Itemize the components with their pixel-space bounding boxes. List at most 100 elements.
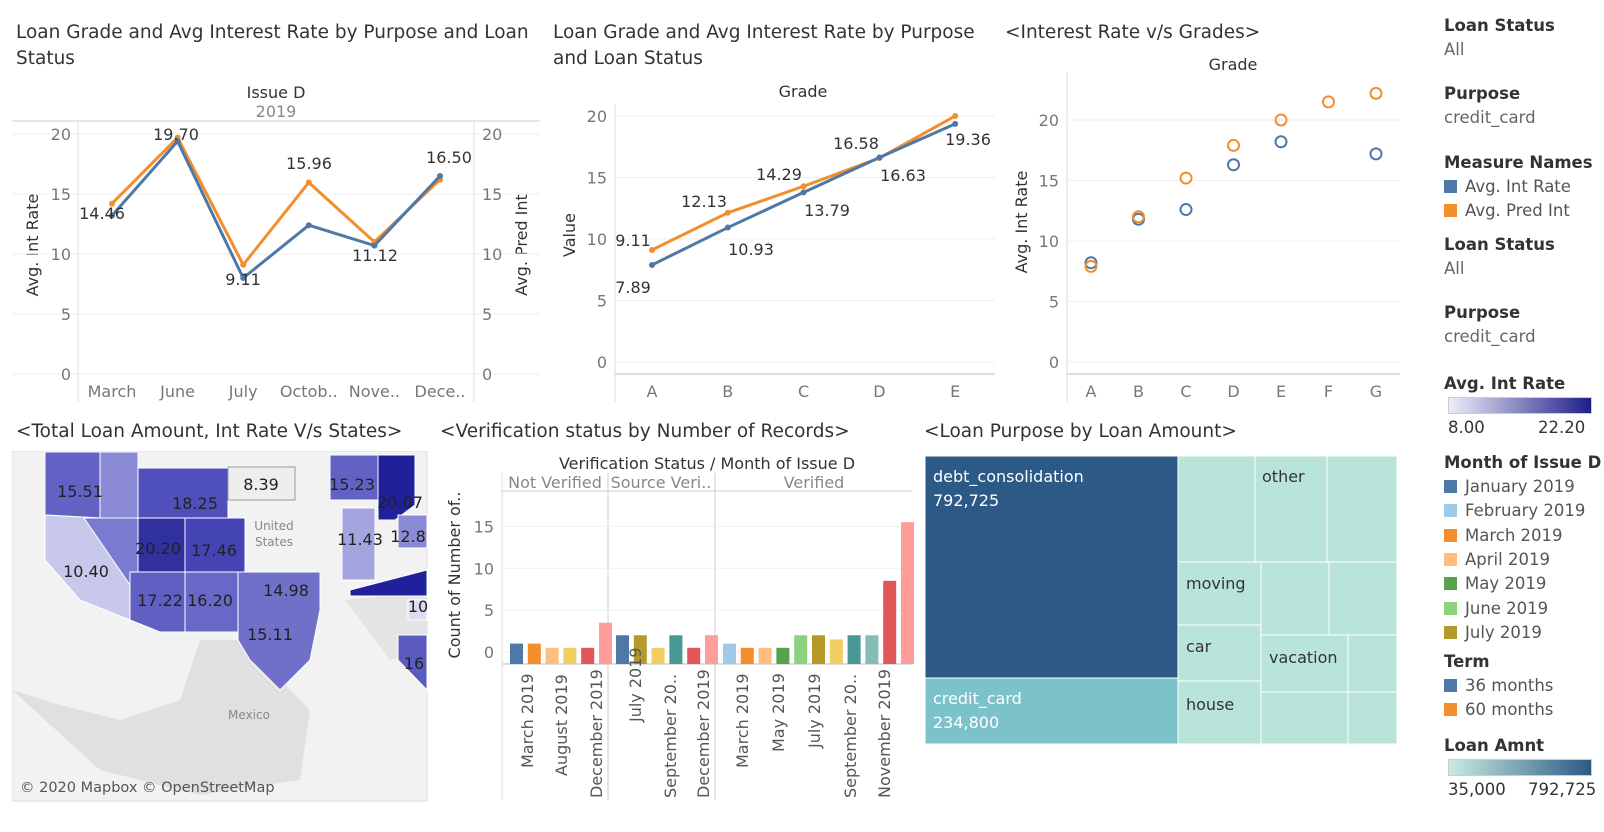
y-tick-label: 5 xyxy=(484,601,494,620)
bar xyxy=(651,647,665,664)
legend-item[interactable]: June 2019 xyxy=(1444,599,1548,618)
column-subheader: 2019 xyxy=(256,102,297,121)
scatter-point xyxy=(1132,210,1145,224)
state-north-carolina xyxy=(407,599,428,621)
y-tick-label: 5 xyxy=(597,292,607,311)
swatch xyxy=(1444,528,1457,542)
swatch xyxy=(1444,504,1457,518)
bar xyxy=(865,635,879,664)
series-line xyxy=(110,135,442,268)
treemap-tile[interactable] xyxy=(1254,455,1328,563)
treemap-tile[interactable] xyxy=(1177,561,1262,626)
bar xyxy=(812,635,825,664)
data-label: 16.63 xyxy=(880,166,926,185)
data-point xyxy=(240,275,247,281)
scatter-point xyxy=(1322,95,1335,109)
data-point xyxy=(876,154,883,161)
x-tick-label: November 2019 xyxy=(875,669,894,798)
data-point xyxy=(952,113,959,119)
x-tick-label: G xyxy=(1370,382,1382,401)
filter-label: Loan Status xyxy=(1444,16,1555,35)
filter-value[interactable]: All xyxy=(1444,40,1465,59)
treemap-tile[interactable] xyxy=(1347,691,1398,745)
panel4-title: <Total Loan Amount, Int Rate V/s States> xyxy=(16,421,403,442)
bar xyxy=(581,647,595,664)
y2-tick-label: 0 xyxy=(482,365,492,384)
x-tick-label: D xyxy=(873,382,885,401)
panel6-treemap[interactable]: debt_consolidation 792,725 credit_card 2… xyxy=(924,455,1398,747)
filter-value[interactable]: credit_card xyxy=(1444,327,1536,346)
x-tick-label: March xyxy=(88,382,137,401)
treemap-tile[interactable] xyxy=(1260,561,1330,636)
data-point xyxy=(371,242,378,249)
legend-label: June 2019 xyxy=(1465,598,1549,618)
treemap-tile[interactable] xyxy=(1328,561,1398,636)
bar xyxy=(847,635,861,664)
state-value: 8.39 xyxy=(243,475,279,494)
filter-label: Purpose xyxy=(1444,303,1521,322)
legend-label: April 2019 xyxy=(1465,549,1550,569)
panel6-title: <Loan Purpose by Loan Amount> xyxy=(924,421,1237,442)
swatch xyxy=(1444,552,1457,566)
legend-label: January 2019 xyxy=(1465,477,1575,496)
legend-item[interactable]: February 2019 xyxy=(1444,501,1585,520)
legend-item[interactable]: March 2019 xyxy=(1444,526,1563,545)
legend-item[interactable]: Avg. Pred Int xyxy=(1444,201,1570,220)
x-tick-label: July 2019 xyxy=(805,673,824,749)
x-tick-label: August 2019 xyxy=(552,674,571,776)
legend-label: February 2019 xyxy=(1465,501,1586,521)
column-header: Grade xyxy=(779,82,828,101)
panel5-title: <Verification status by Number of Record… xyxy=(440,421,850,442)
treemap-tile[interactable] xyxy=(924,455,1179,679)
filter-value[interactable]: All xyxy=(1444,259,1465,278)
column-header: Issue D xyxy=(247,83,306,102)
state-texas xyxy=(237,571,321,691)
bar xyxy=(687,647,701,664)
treemap-tile[interactable] xyxy=(1260,691,1349,745)
treemap-tile[interactable] xyxy=(1177,455,1256,563)
legend-item[interactable]: May 2019 xyxy=(1444,574,1546,593)
y-tick-label: 15 xyxy=(474,517,494,536)
state-value: 20.07 xyxy=(377,493,423,512)
data-label: 10.93 xyxy=(728,240,774,259)
x-tick-label: B xyxy=(1133,382,1144,401)
legend-item[interactable]: 36 months xyxy=(1444,676,1553,695)
data-point xyxy=(240,261,247,268)
legend-item[interactable]: Avg. Int Rate xyxy=(1444,177,1571,196)
panel1-chart: Issue D 2019 Avg. Int Rate Avg. Pred Int… xyxy=(12,83,540,402)
state-value: 15.23 xyxy=(329,475,375,494)
data-point xyxy=(800,183,807,190)
y-axis-label: Value xyxy=(560,213,579,257)
y-tick-label: 15 xyxy=(587,169,607,188)
treemap-tile[interactable] xyxy=(924,677,1179,745)
treemap-tile[interactable] xyxy=(1347,634,1398,693)
legend-title: Loan Amnt xyxy=(1444,736,1545,755)
tile-label: car xyxy=(1186,637,1212,656)
y-tick-label: 10 xyxy=(1039,232,1059,251)
state-georgia xyxy=(397,634,428,692)
y2-tick-label: 15 xyxy=(482,185,502,204)
scatter-point xyxy=(1179,203,1193,217)
treemap-tile[interactable] xyxy=(1260,634,1349,693)
bar xyxy=(545,647,559,664)
state-ohio xyxy=(397,514,428,549)
treemap-tile[interactable] xyxy=(1326,455,1398,563)
bar xyxy=(883,580,897,664)
legend-label: May 2019 xyxy=(1465,574,1547,594)
panel2-title: Loan Grade and Avg Interest Rate by Purp… xyxy=(553,22,975,69)
x-tick-label: A xyxy=(1086,382,1097,401)
legend-item[interactable]: 60 months xyxy=(1444,700,1553,719)
legend-label: July 2019 xyxy=(1465,622,1542,642)
x-tick-label: B xyxy=(722,382,733,401)
y2-tick-label: 10 xyxy=(482,245,502,264)
y-tick-label: 15 xyxy=(51,185,71,204)
panel5-chart: Verification Status / Month of Issue D N… xyxy=(445,454,914,800)
panel4-map[interactable]: 15.51 18.25 8.39 15.23 20.07 11.43 12.8 … xyxy=(12,451,428,802)
legend-item[interactable]: January 2019 xyxy=(1444,477,1575,496)
series-line xyxy=(110,138,442,281)
legend-item[interactable]: July 2019 xyxy=(1444,623,1542,642)
data-point xyxy=(109,212,115,219)
legend-item[interactable]: April 2019 xyxy=(1444,550,1550,569)
filter-value[interactable]: credit_card xyxy=(1444,108,1536,127)
data-point xyxy=(174,138,181,145)
